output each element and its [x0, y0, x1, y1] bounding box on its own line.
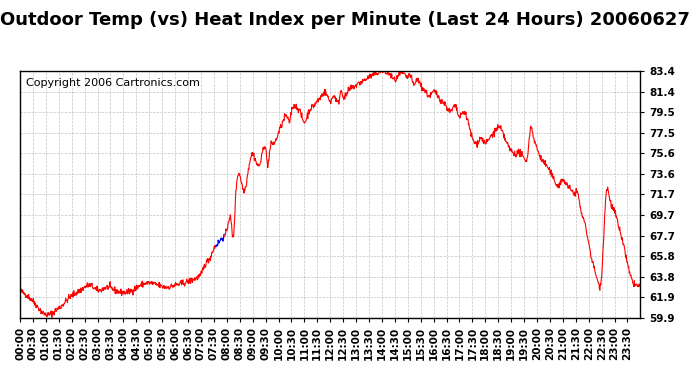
Text: Copyright 2006 Cartronics.com: Copyright 2006 Cartronics.com	[26, 78, 200, 88]
Text: Outdoor Temp (vs) Heat Index per Minute (Last 24 Hours) 20060627: Outdoor Temp (vs) Heat Index per Minute …	[0, 11, 690, 29]
